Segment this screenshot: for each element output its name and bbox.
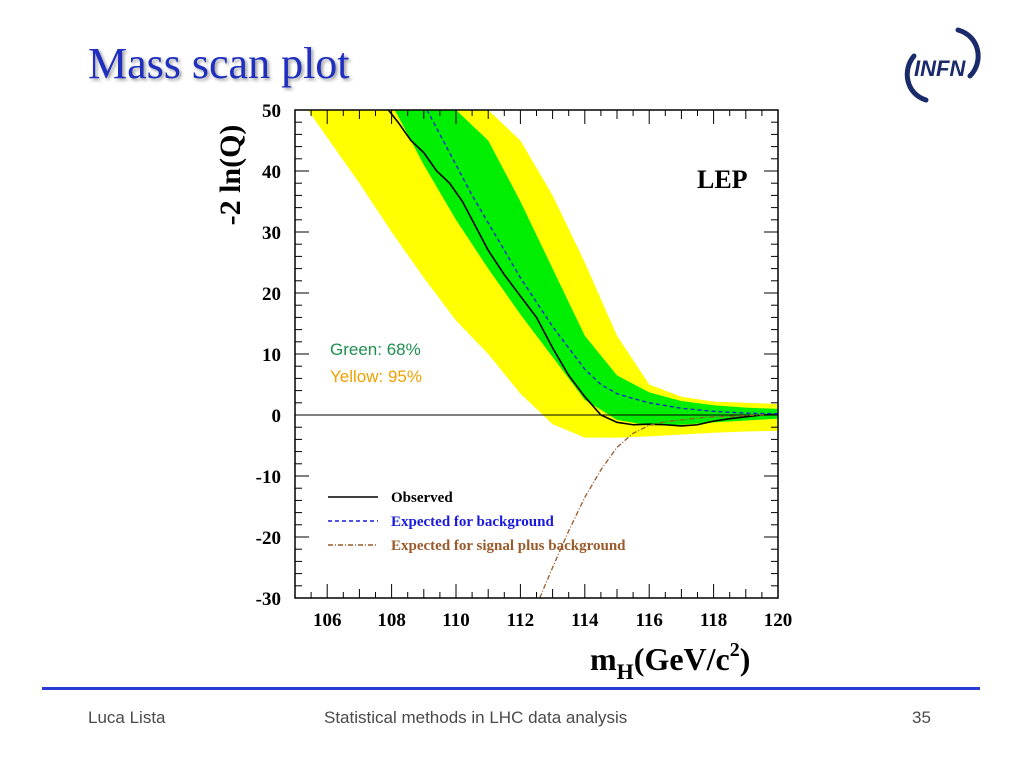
band-note-95: Yellow: 95% — [330, 367, 422, 386]
x-axis-label-close: ) — [740, 641, 751, 677]
x-axis-label: mH(GeV/c2) — [590, 639, 750, 684]
x-tick-label: 112 — [507, 610, 534, 631]
series-line-2 — [539, 414, 778, 598]
infn-logo-text: INFN — [914, 56, 966, 81]
y-tick-label: -10 — [256, 467, 281, 488]
band-note-68: Green: 68% — [330, 340, 421, 359]
y-tick-label: 40 — [262, 162, 281, 183]
confidence-bands — [307, 110, 778, 438]
slide-title: Mass scan plot — [88, 39, 350, 88]
y-tick-label: 20 — [262, 284, 281, 305]
x-tick-label: 110 — [442, 610, 469, 631]
y-tick-label: 50 — [262, 101, 281, 122]
axis-ticks — [294, 109, 779, 599]
legend-label-2: Expected for signal plus background — [391, 538, 626, 554]
band-68pct — [394, 110, 778, 426]
footer-page-number: 35 — [912, 708, 931, 727]
x-tick-label: 114 — [571, 610, 599, 631]
series-lines — [387, 110, 778, 598]
x-axis-label-sub: H — [617, 659, 634, 684]
y-tick-label: -30 — [256, 589, 281, 610]
tick-labels: 106 108 110 112 114 116 118 120 -30 -20 -10 0 10 20 30… — [256, 101, 793, 631]
x-axis-label-main: m — [590, 641, 617, 677]
y-tick-label: 30 — [262, 223, 281, 244]
y-tick-label: -20 — [256, 528, 281, 549]
experiment-label: LEP — [697, 165, 748, 194]
x-axis-label-sup: 2 — [730, 639, 740, 661]
footer-author: Luca Lista — [88, 708, 166, 727]
x-tick-label: 118 — [700, 610, 727, 631]
x-tick-label: 108 — [377, 610, 406, 631]
x-axis-label-unit: (GeV/c — [634, 641, 730, 677]
x-tick-label: 116 — [635, 610, 662, 631]
legend: Observed Expected for background Expected … — [328, 490, 626, 554]
series-line-0 — [387, 110, 778, 427]
y-axis-label: -2 ln(Q) — [214, 125, 247, 226]
y-tick-label: 0 — [272, 406, 282, 427]
x-tick-label: 120 — [764, 610, 793, 631]
x-tick-label: 106 — [313, 610, 342, 631]
legend-label-0: Observed — [391, 490, 453, 506]
footer-divider — [42, 687, 980, 690]
y-tick-label: 10 — [262, 345, 281, 366]
infn-logo: INFN — [904, 27, 981, 103]
footer-course-title: Statistical methods in LHC data analysis — [324, 708, 628, 727]
legend-label-1: Expected for background — [391, 514, 554, 530]
